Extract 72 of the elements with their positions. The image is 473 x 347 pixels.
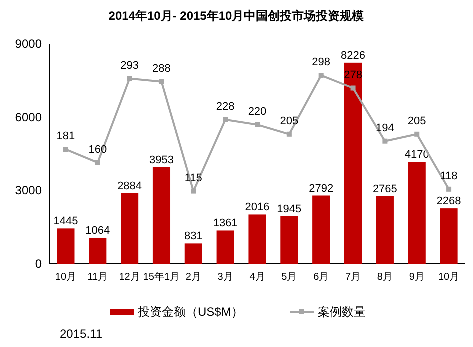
point	[382, 138, 388, 144]
bar	[57, 228, 75, 264]
x-tick-label: 10月	[55, 272, 77, 283]
data-label: 293	[120, 60, 139, 72]
bar	[121, 194, 139, 264]
data-label: 2792	[309, 182, 334, 195]
bar	[280, 216, 298, 264]
point	[286, 132, 292, 137]
bar	[408, 162, 426, 264]
data-label: 220	[248, 106, 267, 118]
x-tick-label: 2月	[186, 272, 202, 283]
x-tick-label: 12月	[119, 272, 140, 283]
x-tick-label: 5月	[282, 272, 298, 283]
point	[159, 79, 164, 84]
point	[414, 132, 420, 137]
data-label: 2884	[118, 180, 142, 192]
data-label: 194	[376, 122, 394, 134]
bar	[440, 208, 458, 264]
data-label: 298	[312, 56, 331, 69]
data-label: 115	[184, 172, 202, 184]
bar	[184, 244, 202, 264]
point	[350, 86, 356, 91]
point	[95, 160, 100, 166]
data-label: 1361	[213, 218, 238, 230]
x-tick-label: 9月	[409, 272, 425, 283]
bar	[89, 238, 107, 264]
data-label: 2016	[245, 202, 270, 214]
x-tick-label: 8月	[377, 272, 393, 283]
point	[255, 122, 260, 128]
data-label: 205	[408, 115, 426, 128]
bar	[376, 196, 394, 264]
data-label: 1064	[86, 224, 110, 237]
legend-label: 案例数量	[318, 305, 366, 319]
data-label: 278	[344, 69, 362, 82]
data-label: 3953	[149, 154, 174, 166]
y-tick-label: 6000	[15, 110, 42, 124]
bar	[152, 167, 171, 264]
data-label: 2765	[372, 183, 398, 196]
bar	[248, 214, 266, 264]
data-label: 228	[216, 100, 235, 113]
data-label: 8226	[341, 50, 366, 62]
x-tick-label: 4月	[250, 272, 266, 283]
data-label: 1945	[277, 203, 302, 216]
data-label: 288	[152, 62, 171, 75]
data-label: 1445	[54, 216, 78, 228]
data-label: 160	[88, 144, 108, 156]
bar	[312, 196, 330, 264]
chart-title: 2014年10月- 2015年10月中国创投市场投资规模	[108, 9, 364, 23]
text: 2015.11	[60, 327, 103, 341]
x-tick-label: 7月	[345, 272, 362, 283]
bar	[344, 62, 362, 264]
data-label: 118	[440, 170, 458, 182]
x-tick-label: 15年1月	[143, 271, 180, 283]
point	[191, 188, 196, 194]
x-tick-label: 11月	[88, 272, 108, 283]
point	[446, 186, 452, 192]
legend-label: 投资金额（US$M）	[137, 305, 244, 319]
bar	[216, 230, 234, 264]
x-tick-label: 3月	[218, 272, 234, 283]
data-label: 205	[280, 115, 299, 128]
point	[63, 147, 68, 152]
point	[223, 117, 228, 122]
y-tick-label: 3000	[15, 184, 42, 198]
point	[318, 73, 324, 78]
data-label: 181	[56, 130, 76, 143]
y-tick-label: 9000	[15, 37, 42, 51]
y-tick-label: 0	[35, 257, 42, 271]
x-tick-label: 6月	[314, 272, 330, 283]
data-label: 831	[184, 230, 203, 243]
x-tick-label: 10月	[438, 272, 460, 283]
point	[127, 76, 132, 82]
data-label: 2268	[436, 196, 462, 208]
